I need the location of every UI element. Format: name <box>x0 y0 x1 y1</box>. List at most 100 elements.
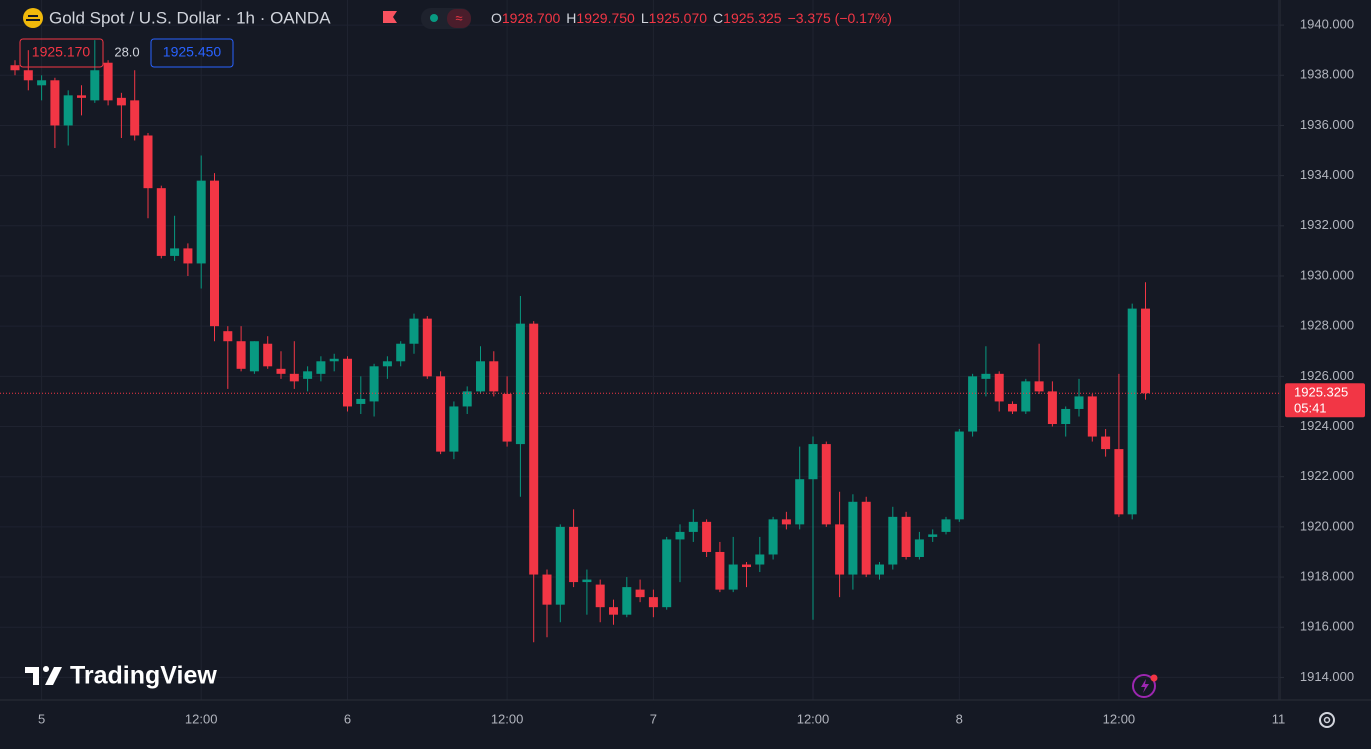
flag-icon[interactable] <box>383 11 397 23</box>
candle-body <box>103 62 113 101</box>
candle-body <box>63 95 73 126</box>
candle-body <box>50 80 60 126</box>
readout-key: H <box>566 10 576 26</box>
candle-body <box>768 519 778 555</box>
y-tick-label: 1940.000 <box>1300 17 1354 32</box>
candle-body <box>635 589 645 598</box>
bid-box[interactable] <box>19 38 104 68</box>
market-open-dot <box>430 14 438 22</box>
settings-icon-center <box>1323 716 1331 724</box>
candle-body <box>183 248 193 264</box>
candle-body <box>449 406 459 452</box>
candle-body <box>981 373 991 379</box>
candle-body <box>582 579 592 583</box>
brand-logo <box>25 666 62 685</box>
candle-body <box>116 97 126 106</box>
candle-body <box>210 180 219 327</box>
candle-body <box>688 521 698 532</box>
candle-body <box>77 95 86 98</box>
ask-box[interactable] <box>150 38 234 68</box>
candle-body <box>289 373 299 382</box>
symbol-title[interactable]: Gold Spot / U.S. Dollar · 1h · OANDA <box>49 8 331 27</box>
x-tick-label: 5 <box>38 711 45 726</box>
candle-body <box>396 343 406 362</box>
candle-body <box>196 180 206 264</box>
candle-body <box>728 564 738 590</box>
candle-body <box>595 584 605 608</box>
readout-key: O <box>491 10 502 26</box>
candle-body <box>409 318 419 344</box>
candle-body <box>90 70 100 101</box>
candle-body <box>1034 381 1044 392</box>
price-axis: 1914.000 1916.000 1918.000 1920.000 1922.000… <box>1280 17 1365 684</box>
candle-body <box>609 607 618 615</box>
grid <box>0 0 1280 700</box>
ask-price: 1925.450 <box>163 44 222 60</box>
candle-body <box>382 361 392 367</box>
candle-body <box>476 361 485 392</box>
candle-body <box>236 341 246 369</box>
candle-body <box>436 376 446 452</box>
readout-change: −3.375 (−0.17%) <box>788 10 892 26</box>
readout-value: 1925.325 <box>723 10 782 26</box>
candle-body <box>356 398 366 404</box>
candle-body <box>675 531 685 540</box>
candle-body <box>329 358 339 362</box>
candle-body <box>808 444 818 480</box>
y-tick-label: 1920.000 <box>1300 518 1354 533</box>
y-tick-label: 1938.000 <box>1300 67 1354 82</box>
alert-icon[interactable] <box>1132 674 1156 698</box>
delay-badge <box>447 9 471 28</box>
x-tick-label: 12:00 <box>185 711 218 726</box>
candle-body <box>742 564 751 568</box>
candle-body <box>662 539 672 608</box>
time-axis: 5 12:00 6 12:00 7 12:00 8 12:00 11 <box>38 711 1285 726</box>
candle-body <box>489 361 499 392</box>
candle-body <box>928 534 938 537</box>
candle-body <box>343 358 352 407</box>
spread: 28.0 <box>114 44 139 59</box>
y-tick-label: 1934.000 <box>1300 167 1354 182</box>
candle-body <box>968 376 978 432</box>
x-tick-label: 7 <box>650 711 657 726</box>
candle-body <box>901 516 911 557</box>
brand-name[interactable]: TradingView <box>70 662 217 690</box>
candle-body <box>156 188 166 256</box>
settings-icon[interactable] <box>1319 712 1335 728</box>
candle-body <box>848 501 858 575</box>
readout-value: 1928.700 <box>502 10 561 26</box>
x-tick-label: 12:00 <box>1103 711 1136 726</box>
candle-body <box>263 343 273 367</box>
candle-body <box>1021 381 1031 412</box>
candle-body <box>1101 436 1111 450</box>
bid-price: 1925.170 <box>32 44 91 60</box>
y-tick-label: 1924.000 <box>1300 418 1354 433</box>
candle-body <box>23 70 33 81</box>
x-tick-label: 6 <box>344 711 351 726</box>
candle-body <box>821 444 831 525</box>
y-tick-label: 1928.000 <box>1300 318 1354 333</box>
symbol-logo-mark <box>26 15 40 21</box>
y-tick-label: 1922.000 <box>1300 468 1354 483</box>
candle-body <box>130 100 140 136</box>
candle-body <box>795 479 805 525</box>
candle-body <box>422 318 432 377</box>
candle-body <box>462 391 472 407</box>
readout-key: L <box>641 10 649 26</box>
candle-body <box>888 516 898 565</box>
candle-body <box>861 501 871 575</box>
candle-body <box>648 597 658 608</box>
candle-body <box>170 248 180 256</box>
candle-body <box>1047 391 1057 425</box>
x-tick-label: 11 <box>1272 711 1286 726</box>
ohlc-readout: O1928.700 H1929.750 L1925.070 C1925.325 −3.3… <box>491 10 892 26</box>
candle-body <box>515 323 525 445</box>
y-tick-label: 1926.000 <box>1300 368 1354 383</box>
candle-body <box>941 519 951 532</box>
candle-body <box>914 539 924 557</box>
candle-body <box>276 368 286 374</box>
candle-body <box>529 323 539 575</box>
candle-body <box>994 373 1004 402</box>
